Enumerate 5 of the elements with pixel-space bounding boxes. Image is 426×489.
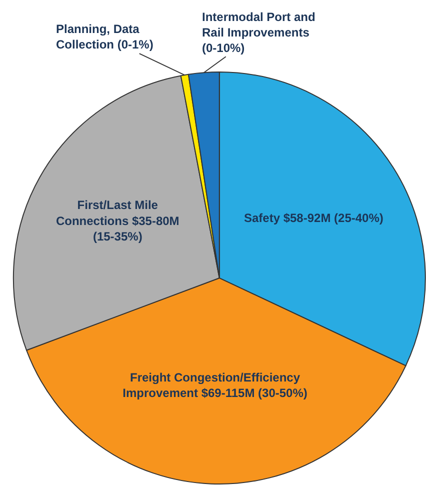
slice-label: Planning, Data Collection (0-1%) <box>56 22 154 52</box>
slice-label: Safety $58-92M (25-40%) <box>244 211 384 226</box>
slice-label: First/Last Mile Connections $35-80M (15-35%) <box>56 198 180 244</box>
slice-label: Freight Congestion/Efficiency Improvement $69-115M (30-50%) <box>122 370 308 400</box>
slice-label: Intermodal Port and Rail Improvements (0-10%) <box>202 10 316 56</box>
